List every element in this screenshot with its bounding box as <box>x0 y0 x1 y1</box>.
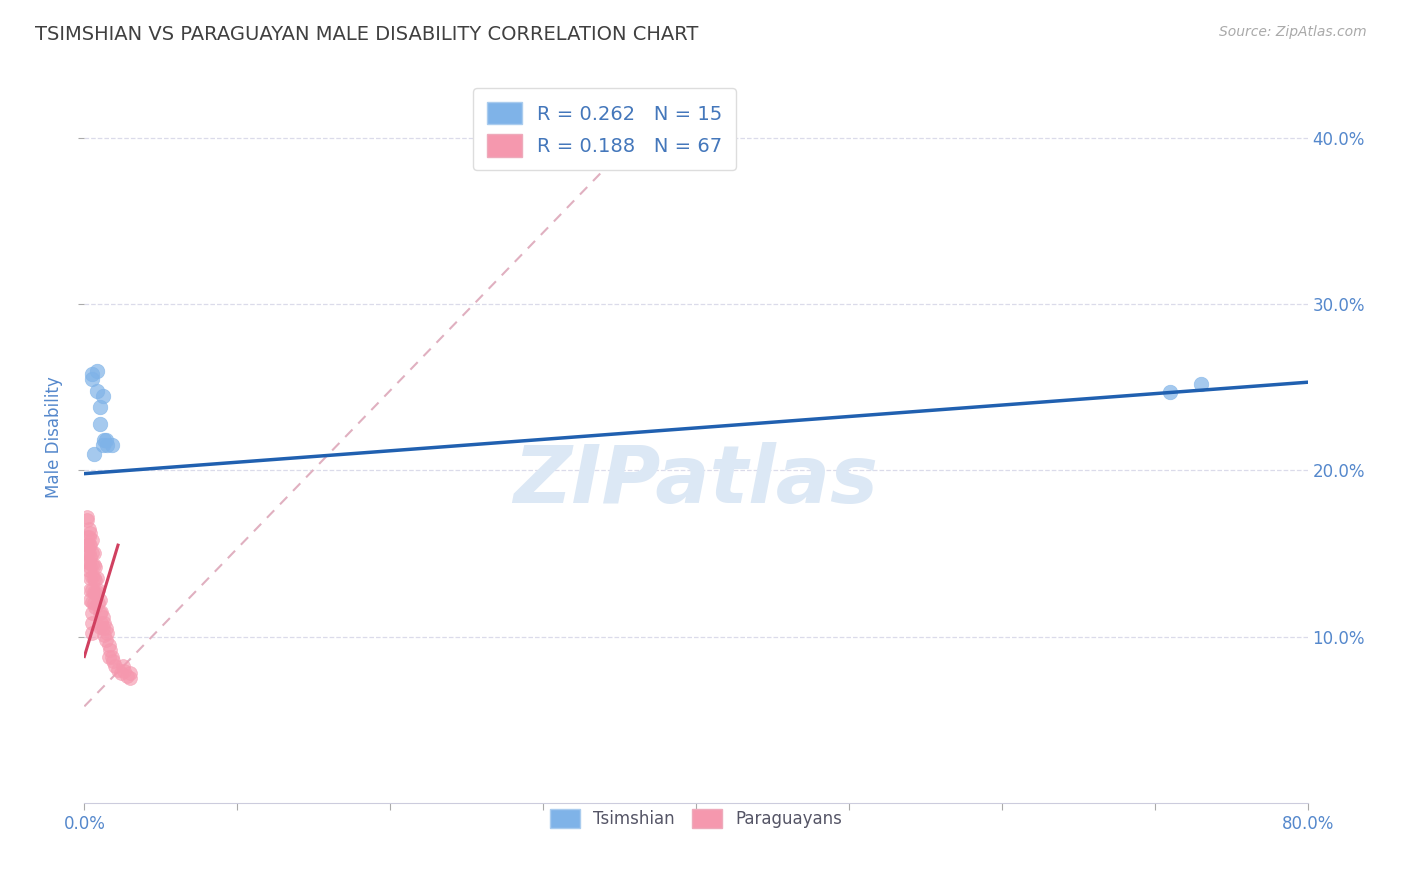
Point <box>1189 376 1212 391</box>
Point <box>76 555 98 569</box>
Point <box>76 538 98 552</box>
Point <box>89 400 111 414</box>
Point <box>103 655 125 669</box>
Y-axis label: Male Disability: Male Disability <box>45 376 63 498</box>
Legend: Tsimshian, Paraguayans: Tsimshian, Paraguayans <box>543 802 849 835</box>
Point <box>93 628 115 642</box>
Point <box>80 372 103 386</box>
Point <box>76 530 98 544</box>
Point <box>83 558 105 573</box>
Point <box>96 438 118 452</box>
Point <box>79 549 101 564</box>
Point <box>110 666 132 681</box>
Point <box>94 632 117 647</box>
Point <box>84 599 107 614</box>
Point <box>91 388 114 402</box>
Point <box>84 559 107 574</box>
Point <box>76 509 98 524</box>
Point <box>89 619 111 633</box>
Point <box>120 666 142 681</box>
Point <box>107 663 129 677</box>
Point <box>89 593 111 607</box>
Point <box>77 546 100 560</box>
Point <box>79 526 101 541</box>
Point <box>80 626 103 640</box>
Point <box>83 584 105 599</box>
Point <box>76 546 98 560</box>
Point <box>86 384 108 398</box>
Text: Source: ZipAtlas.com: Source: ZipAtlas.com <box>1219 25 1367 39</box>
Point <box>80 607 103 621</box>
Point <box>80 570 103 584</box>
Point <box>111 659 134 673</box>
Point <box>93 434 115 448</box>
Point <box>93 616 115 631</box>
Point <box>77 530 100 544</box>
Point <box>86 363 108 377</box>
Point <box>101 649 124 664</box>
Text: ZIPatlas: ZIPatlas <box>513 442 879 520</box>
Point <box>86 571 108 585</box>
Point <box>87 582 110 597</box>
Point <box>83 571 105 585</box>
Point <box>84 573 107 587</box>
Point <box>84 586 107 600</box>
Point <box>89 417 111 431</box>
Point <box>90 616 112 631</box>
Point <box>89 607 111 621</box>
Point <box>94 434 117 448</box>
Point <box>77 563 100 577</box>
Point <box>91 438 114 452</box>
Point <box>76 513 98 527</box>
Point <box>79 593 101 607</box>
Point <box>77 521 100 535</box>
Point <box>80 616 103 631</box>
Point <box>91 609 114 624</box>
Point <box>101 438 124 452</box>
Point <box>80 546 103 560</box>
Point <box>87 596 110 610</box>
Point <box>96 626 118 640</box>
Point <box>83 447 105 461</box>
Point <box>90 605 112 619</box>
Point <box>80 367 103 381</box>
Point <box>79 582 101 597</box>
Point <box>83 596 105 610</box>
Point <box>94 621 117 635</box>
Point <box>80 582 103 597</box>
Point <box>120 671 142 685</box>
Point <box>91 621 114 635</box>
Point <box>83 546 105 560</box>
Text: TSIMSHIAN VS PARAGUAYAN MALE DISABILITY CORRELATION CHART: TSIMSHIAN VS PARAGUAYAN MALE DISABILITY … <box>35 25 699 44</box>
Point <box>80 594 103 608</box>
Point <box>77 538 100 552</box>
Point <box>115 669 138 683</box>
Point <box>80 558 103 573</box>
Point <box>79 571 101 585</box>
Point <box>76 538 98 552</box>
Point <box>1159 385 1181 400</box>
Point <box>104 659 127 673</box>
Point <box>86 584 108 599</box>
Point <box>112 665 135 679</box>
Point <box>79 559 101 574</box>
Point <box>97 649 120 664</box>
Point <box>77 555 100 569</box>
Point <box>79 538 101 552</box>
Point <box>80 533 103 548</box>
Point <box>98 643 121 657</box>
Point <box>97 638 120 652</box>
